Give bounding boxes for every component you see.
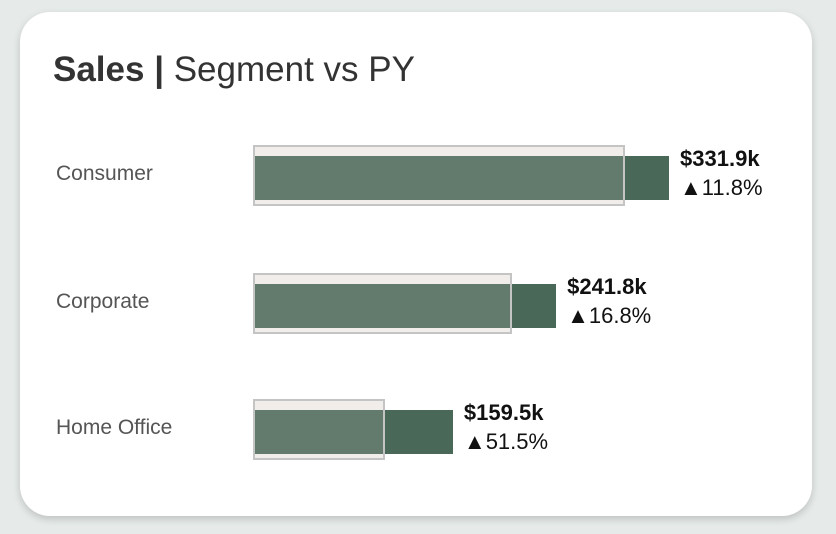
value-label: $241.8k xyxy=(567,274,647,299)
sales-bar xyxy=(253,156,670,200)
py-target-overlay xyxy=(253,273,513,334)
change-label: ▲11.8% xyxy=(680,175,763,200)
category-label: Corporate xyxy=(56,290,150,313)
sales-bar xyxy=(253,284,557,328)
category-label: Home Office xyxy=(56,416,173,439)
title-bold: Sales | xyxy=(53,50,164,89)
value-label: $159.5k xyxy=(463,400,544,425)
chart-card: Sales | Segment vs PY Consumer $331.9k ▲11… xyxy=(20,12,812,516)
sales-bar xyxy=(253,410,453,454)
title-rest: Segment vs PY xyxy=(163,50,415,89)
py-target-overlay xyxy=(253,399,385,460)
py-target-overlay xyxy=(253,145,626,206)
category-label: Consumer xyxy=(56,162,153,185)
change-label: ▲51.5% xyxy=(463,429,549,454)
value-label: $331.9k xyxy=(680,146,760,171)
change-label: ▲16.8% xyxy=(567,303,652,328)
chart-title: Sales | Segment vs PY xyxy=(53,50,415,90)
